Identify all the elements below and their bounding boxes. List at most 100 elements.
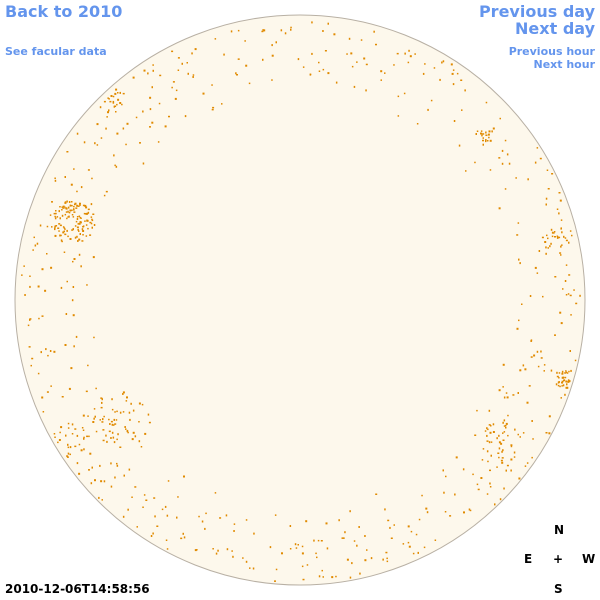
facula-spot (69, 209, 72, 212)
facula-spot (29, 275, 31, 277)
compass-center-mark: + (553, 552, 564, 566)
facula-spot (275, 568, 278, 571)
facula-spot (237, 29, 240, 32)
facula-spot (488, 424, 491, 426)
facula-spot (122, 127, 125, 130)
facula-spot (356, 61, 358, 63)
facula-spot (516, 327, 519, 330)
facula-spot (565, 386, 568, 389)
see-facular-data-link[interactable]: See facular data (5, 45, 107, 58)
facula-spot (164, 505, 167, 508)
facula-spot (305, 520, 308, 523)
facula-spot (205, 512, 207, 515)
facula-spot (73, 168, 75, 170)
facula-spot (569, 350, 571, 352)
facula-spot (66, 200, 68, 203)
facula-spot (566, 383, 568, 386)
facula-spot (504, 188, 507, 190)
facula-spot (524, 368, 527, 371)
facula-spot (99, 419, 101, 421)
facula-spot (21, 274, 23, 276)
facula-spot (150, 535, 153, 537)
facula-spot (116, 464, 119, 467)
facula-spot (237, 58, 240, 60)
facula-spot (140, 446, 143, 448)
facula-spot (148, 421, 151, 424)
facula-spot (289, 525, 292, 527)
facula-spot (315, 552, 317, 555)
facula-spot (545, 252, 547, 255)
facula-spot (74, 225, 77, 227)
facula-spot (138, 440, 141, 443)
back-to-year-link[interactable]: Back to 2010 (5, 2, 123, 21)
facula-spot (482, 139, 484, 142)
facula-spot (253, 532, 255, 535)
facula-spot (100, 480, 103, 483)
facula-spot (86, 284, 88, 286)
next-hour-link[interactable]: Next hour (533, 58, 596, 71)
facula-spot (122, 515, 125, 518)
previous-day-link[interactable]: Previous day (478, 2, 595, 21)
facula-spot (335, 81, 338, 84)
facula-spot (54, 234, 56, 237)
facula-spot (96, 123, 99, 126)
facula-spot (57, 227, 60, 229)
facula-spot (476, 409, 478, 412)
facula-spot (54, 215, 56, 218)
facula-spot (212, 548, 214, 550)
facula-spot (67, 206, 70, 209)
next-day-link[interactable]: Next day (515, 19, 595, 38)
facula-spot (111, 431, 114, 434)
facula-spot (554, 236, 556, 238)
facula-spot (480, 130, 483, 132)
facula-spot (122, 411, 125, 413)
facula-spot (61, 214, 64, 217)
facula-spot (66, 229, 68, 232)
facula-spot (69, 238, 72, 240)
facula-spot (70, 367, 73, 370)
facula-spot (108, 430, 111, 433)
facula-spot (59, 217, 61, 220)
facula-spot (554, 276, 557, 278)
facula-spot (125, 400, 128, 402)
facula-spot (89, 452, 92, 455)
facula-spot (93, 224, 96, 226)
facula-spot (158, 102, 161, 105)
facula-spot (442, 469, 444, 472)
facula-spot (301, 545, 304, 548)
facula-spot (295, 547, 298, 549)
facula-spot (134, 435, 137, 438)
facula-spot (275, 41, 277, 44)
facula-spot (351, 65, 354, 68)
facula-spot (370, 557, 373, 560)
facula-spot (62, 231, 65, 234)
facula-spot (192, 76, 194, 78)
facula-spot (145, 499, 148, 501)
facula-spot (290, 26, 292, 29)
facula-spot (131, 496, 133, 498)
facula-spot (109, 423, 111, 425)
facula-spot (115, 419, 118, 421)
previous-hour-link[interactable]: Previous hour (508, 45, 595, 58)
facula-spot (66, 456, 69, 458)
facula-spot (78, 215, 81, 217)
facula-spot (82, 226, 85, 228)
facula-spot (569, 294, 572, 297)
facula-spot (320, 540, 323, 542)
facula-spot (575, 302, 578, 305)
facula-spot (143, 69, 146, 72)
facula-spot (443, 491, 445, 494)
facula-spot (114, 476, 116, 479)
facula-spot (134, 486, 137, 488)
facula-spot (579, 294, 581, 297)
facula-spot (503, 419, 506, 422)
facula-spot (124, 426, 126, 428)
facula-spot (194, 549, 197, 552)
facula-spot (67, 235, 69, 238)
facula-spot (69, 204, 72, 207)
facula-spot (117, 92, 119, 94)
facula-spot (153, 497, 156, 499)
facula-spot (545, 246, 547, 249)
facula-spot (126, 430, 129, 433)
facula-spot (502, 439, 505, 441)
